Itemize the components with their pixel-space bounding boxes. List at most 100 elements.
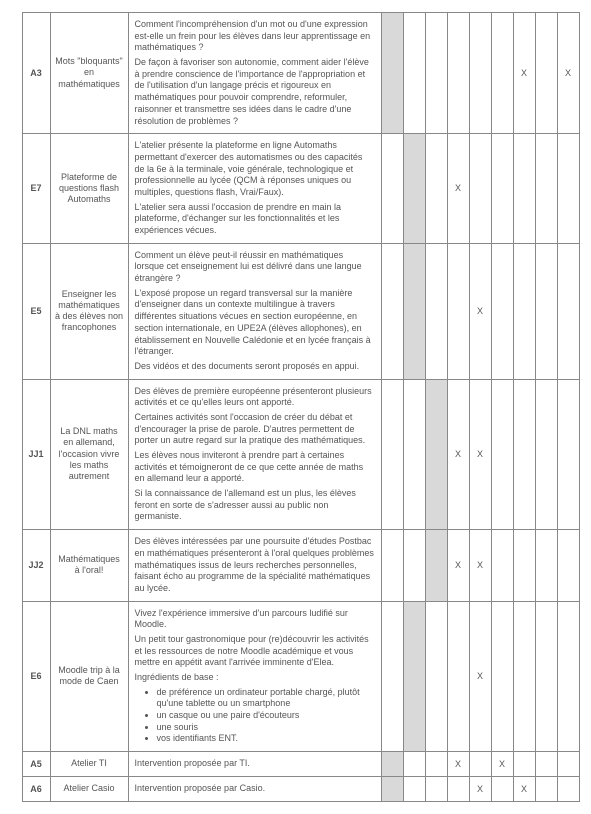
mark-cell <box>491 379 513 530</box>
mark-cell <box>557 379 579 530</box>
row-spacer <box>12 134 22 244</box>
mark-cell <box>535 379 557 530</box>
desc-para: Intervention proposée par TI. <box>135 758 375 770</box>
workshops-table: A3 Mots "bloquants" en mathématiques Com… <box>12 12 580 802</box>
mark-cell <box>557 752 579 777</box>
mark-cell <box>535 243 557 379</box>
row-desc: Vivez l'expérience immersive d'un parcou… <box>128 601 381 752</box>
mark-cell <box>469 134 491 244</box>
mark-cell <box>491 776 513 801</box>
row-code: E6 <box>22 601 50 752</box>
row-title: La DNL maths en allemand, l'occasion viv… <box>50 379 128 530</box>
ingredients-list: de préférence un ordinateur portable cha… <box>135 687 375 745</box>
mark-cell <box>447 243 469 379</box>
mark-cell: X <box>513 13 535 134</box>
row-code: A5 <box>22 752 50 777</box>
table-row: E5 Enseigner les mathématiques à des élè… <box>12 243 579 379</box>
mark-cell <box>557 243 579 379</box>
row-code: E7 <box>22 134 50 244</box>
mark-cell: X <box>513 776 535 801</box>
mark-cell: X <box>447 752 469 777</box>
mark-cell <box>403 776 425 801</box>
mark-cell <box>425 134 447 244</box>
desc-para: Des élèves intéressées par une poursuite… <box>135 536 375 594</box>
row-desc: Comment un élève peut-il réussir en math… <box>128 243 381 379</box>
table-row: E7 Plateforme de questions flash Automat… <box>12 134 579 244</box>
mark-cell <box>381 243 403 379</box>
mark-cell <box>513 601 535 752</box>
mark-cell <box>403 243 425 379</box>
mark-cell <box>513 243 535 379</box>
mark-cell <box>403 134 425 244</box>
mark-cell <box>425 776 447 801</box>
desc-para: L'exposé propose un regard transversal s… <box>135 288 375 358</box>
row-title: Moodle trip à la mode de Caen <box>50 601 128 752</box>
mark-cell <box>425 601 447 752</box>
mark-cell <box>403 379 425 530</box>
desc-para: Certaines activités sont l'occasion de c… <box>135 412 375 447</box>
row-title: Atelier Casio <box>50 776 128 801</box>
mark-cell: X <box>557 13 579 134</box>
row-desc: Intervention proposée par Casio. <box>128 776 381 801</box>
row-desc: Comment l'incompréhension d'un mot ou d'… <box>128 13 381 134</box>
mark-cell <box>403 530 425 601</box>
row-spacer <box>12 13 22 134</box>
mark-cell <box>381 13 403 134</box>
mark-cell <box>425 379 447 530</box>
row-title: Atelier TI <box>50 752 128 777</box>
desc-para: Comment un élève peut-il réussir en math… <box>135 250 375 285</box>
mark-cell: X <box>469 379 491 530</box>
mark-cell <box>403 13 425 134</box>
mark-cell <box>381 134 403 244</box>
mark-cell: X <box>469 776 491 801</box>
mark-cell <box>535 134 557 244</box>
row-title: Plateforme de questions flash Automaths <box>50 134 128 244</box>
table-row: JJ2 Mathématiques à l'oral! Des élèves i… <box>12 530 579 601</box>
mark-cell <box>381 776 403 801</box>
mark-cell <box>469 752 491 777</box>
mark-cell <box>491 530 513 601</box>
desc-para: De façon à favoriser son autonomie, comm… <box>135 57 375 127</box>
desc-para: Comment l'incompréhension d'un mot ou d'… <box>135 19 375 54</box>
mark-cell <box>535 601 557 752</box>
mark-cell: X <box>469 530 491 601</box>
row-desc: Des élèves de première européenne présen… <box>128 379 381 530</box>
row-code: A3 <box>22 13 50 134</box>
list-item: vos identifiants ENT. <box>157 733 375 745</box>
mark-cell: X <box>469 601 491 752</box>
mark-cell <box>381 530 403 601</box>
mark-cell <box>513 752 535 777</box>
mark-cell <box>425 13 447 134</box>
row-code: JJ2 <box>22 530 50 601</box>
desc-para: L'atelier sera aussi l'occasion de prend… <box>135 202 375 237</box>
mark-cell <box>381 752 403 777</box>
mark-cell <box>557 601 579 752</box>
mark-cell: X <box>469 243 491 379</box>
mark-cell <box>381 601 403 752</box>
mark-cell <box>491 601 513 752</box>
mark-cell <box>513 379 535 530</box>
mark-cell <box>403 601 425 752</box>
mark-cell <box>535 13 557 134</box>
row-title: Mots "bloquants" en mathématiques <box>50 13 128 134</box>
mark-cell <box>491 243 513 379</box>
mark-cell <box>425 752 447 777</box>
desc-para: Intervention proposée par Casio. <box>135 783 375 795</box>
mark-cell: X <box>491 752 513 777</box>
row-spacer <box>12 243 22 379</box>
mark-cell <box>469 13 491 134</box>
mark-cell <box>535 752 557 777</box>
list-item: un casque ou une paire d'écouteurs <box>157 710 375 722</box>
row-title: Mathématiques à l'oral! <box>50 530 128 601</box>
workshops-table-wrapper: A3 Mots "bloquants" en mathématiques Com… <box>12 12 579 802</box>
desc-para: Si la connaissance de l'allemand est un … <box>135 488 375 523</box>
list-item: une souris <box>157 722 375 734</box>
mark-cell <box>381 379 403 530</box>
mark-cell <box>491 13 513 134</box>
mark-cell <box>425 243 447 379</box>
mark-cell <box>557 776 579 801</box>
mark-cell <box>535 776 557 801</box>
row-spacer <box>12 601 22 752</box>
row-desc: Intervention proposée par TI. <box>128 752 381 777</box>
row-code: A6 <box>22 776 50 801</box>
